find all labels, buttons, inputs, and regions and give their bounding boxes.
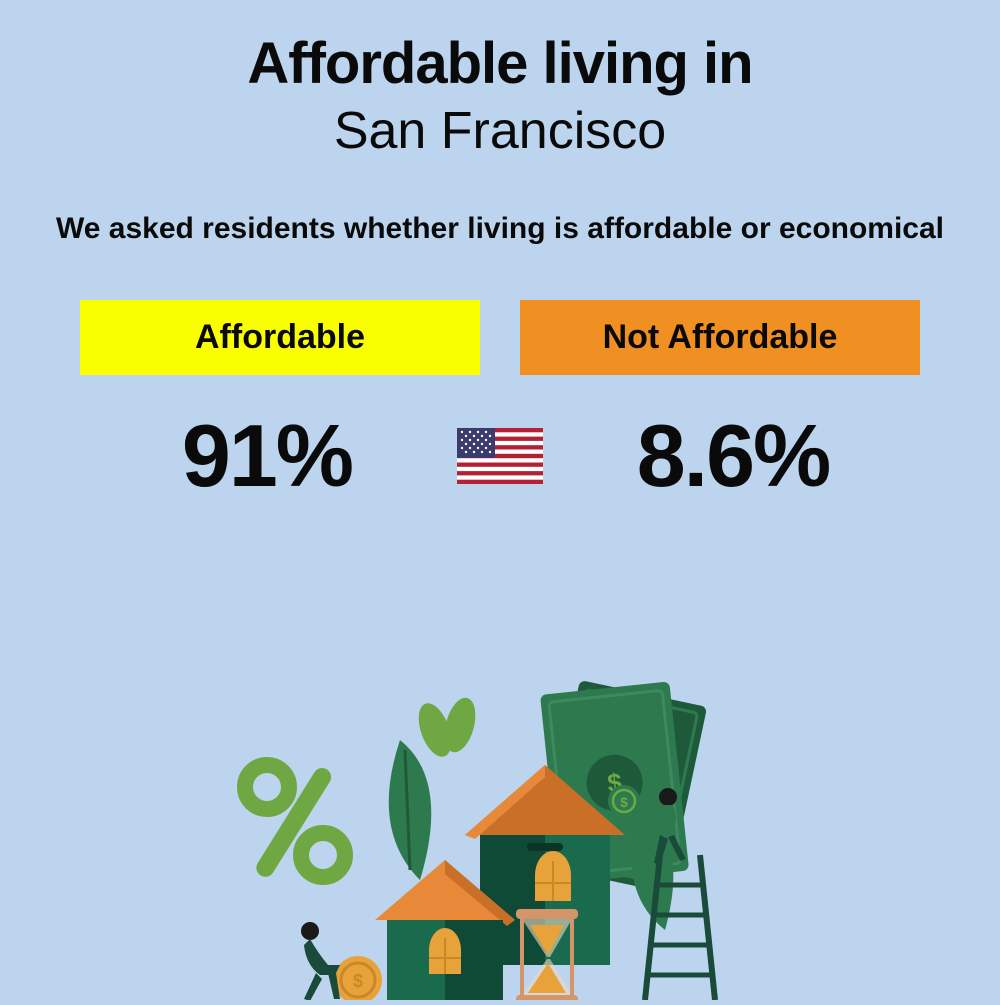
title-sub: San Francisco <box>0 101 1000 161</box>
svg-text:$: $ <box>620 794 628 810</box>
label-not-affordable: Not Affordable <box>520 300 920 375</box>
survey-question: We asked residents whether living is aff… <box>0 209 1000 250</box>
stat-affordable: 91% <box>107 405 427 507</box>
title-main: Affordable living in <box>0 30 1000 97</box>
stat-not-affordable: 8.6% <box>573 405 893 507</box>
infographic-container: Affordable living in San Francisco We as… <box>0 0 1000 507</box>
stats-row: 91% 8.6% <box>0 405 1000 507</box>
svg-text:$: $ <box>353 971 363 991</box>
usa-flag-icon <box>457 428 543 484</box>
housing-illustration: $ <box>220 670 780 1000</box>
label-affordable: Affordable <box>80 300 480 375</box>
labels-row: Affordable Not Affordable <box>0 300 1000 375</box>
